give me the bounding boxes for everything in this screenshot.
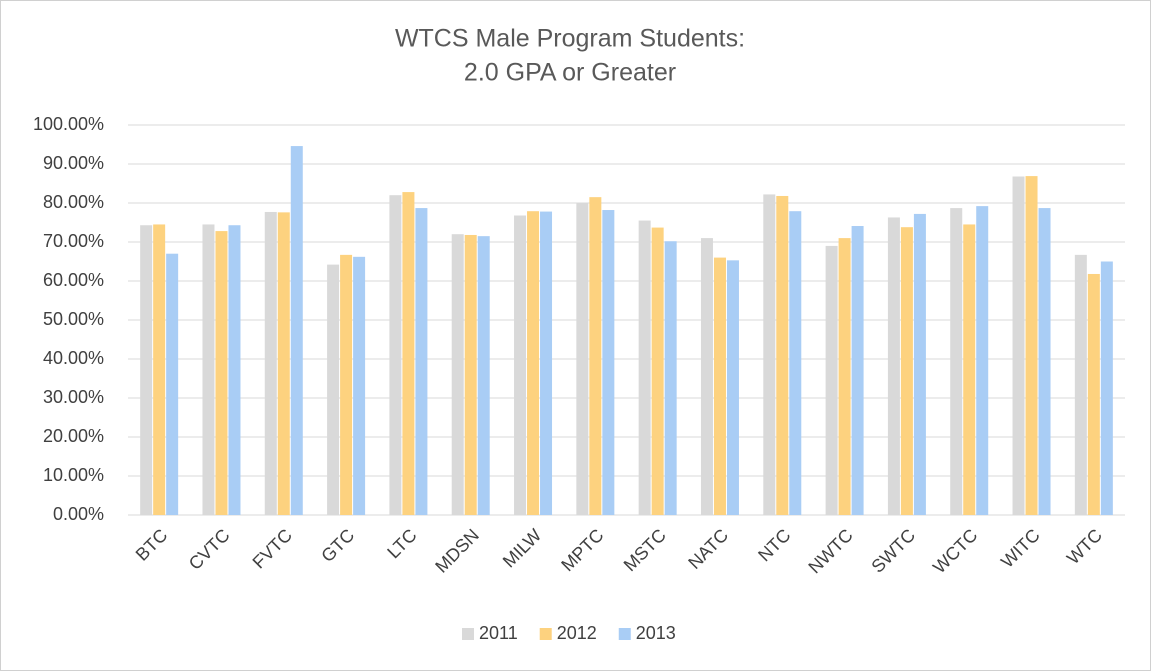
bar	[1074, 254, 1087, 515]
bar	[651, 227, 664, 515]
bar	[153, 224, 166, 515]
bar	[477, 236, 490, 515]
bar	[277, 212, 290, 516]
bar	[1025, 176, 1038, 515]
legend-label: 2013	[636, 623, 676, 643]
bar	[576, 203, 589, 515]
y-tick-label: 20.00%	[43, 426, 104, 446]
y-tick-label: 80.00%	[43, 192, 104, 212]
bar	[389, 195, 402, 515]
y-tick-label: 90.00%	[43, 153, 104, 173]
bar	[713, 257, 726, 515]
legend-label: 2012	[557, 623, 597, 643]
bar	[228, 225, 241, 516]
bar	[166, 253, 179, 515]
y-tick-label: 70.00%	[43, 231, 104, 251]
bar	[913, 213, 926, 516]
bar	[1038, 208, 1051, 515]
bar	[851, 226, 864, 515]
y-tick-label: 50.00%	[43, 309, 104, 329]
bar	[602, 210, 615, 515]
chart-title: 2.0 GPA or Greater	[464, 59, 676, 87]
bar	[327, 264, 340, 515]
bar	[527, 211, 540, 515]
legend-swatch	[618, 628, 631, 640]
bar	[838, 238, 851, 515]
bar	[1087, 273, 1100, 515]
bar	[215, 231, 228, 515]
bar	[415, 208, 428, 515]
bar	[451, 234, 464, 515]
bar	[353, 256, 366, 515]
legend-swatch	[539, 628, 552, 640]
bar	[825, 245, 838, 515]
bar	[950, 208, 963, 515]
bar	[290, 146, 303, 515]
bar	[763, 194, 776, 516]
bar	[638, 220, 651, 516]
bar	[514, 215, 527, 516]
y-tick-label: 100.00%	[33, 114, 104, 134]
bar	[202, 224, 215, 515]
bar	[464, 234, 477, 516]
bar	[589, 197, 602, 515]
bar	[264, 211, 277, 515]
y-tick-label: 30.00%	[43, 387, 104, 407]
y-tick-label: 60.00%	[43, 270, 104, 290]
chart-title: WTCS Male Program Students:	[395, 25, 745, 53]
bar	[726, 260, 739, 515]
bar	[976, 206, 989, 515]
bar	[789, 211, 802, 515]
bar	[776, 195, 789, 516]
bar	[340, 254, 353, 515]
bar	[963, 224, 976, 515]
bar	[887, 217, 900, 515]
bar	[1012, 176, 1025, 516]
bar	[402, 192, 415, 515]
bar	[700, 238, 713, 515]
legend-swatch	[462, 628, 474, 640]
y-tick-label: 40.00%	[43, 348, 104, 368]
legend-label: 2011	[479, 623, 518, 643]
bar	[900, 227, 913, 515]
bar	[540, 211, 553, 515]
y-tick-label: 10.00%	[43, 465, 104, 485]
bar	[140, 225, 153, 516]
bar	[1100, 261, 1113, 515]
y-tick-label: 0.00%	[53, 504, 104, 524]
bar	[664, 241, 677, 515]
